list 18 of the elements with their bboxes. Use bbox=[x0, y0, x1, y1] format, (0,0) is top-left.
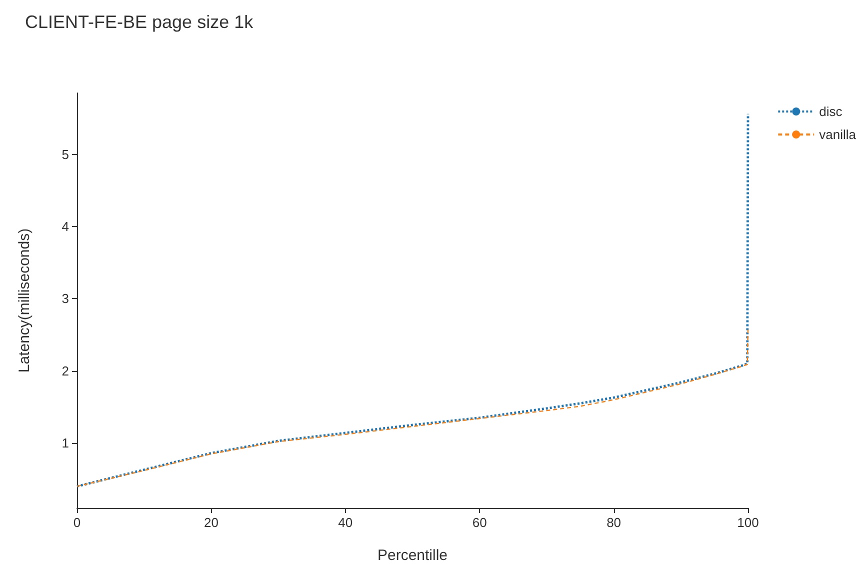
x-tick-label: 0 bbox=[73, 515, 81, 530]
x-tick-label: 20 bbox=[204, 515, 218, 530]
y-tick-label: 4 bbox=[62, 219, 69, 234]
y-tick-label: 2 bbox=[62, 363, 69, 378]
y-tick-label: 5 bbox=[62, 146, 69, 162]
x-tick-label: 100 bbox=[737, 515, 759, 530]
x-tick-label: 80 bbox=[606, 515, 622, 530]
legend-label: vanilla bbox=[819, 127, 857, 142]
x-tick-label: 60 bbox=[472, 515, 487, 530]
x-tick-label: 40 bbox=[338, 515, 353, 530]
line-series bbox=[76, 329, 749, 487]
legend-label: disc bbox=[819, 104, 843, 119]
y-tick-label: 3 bbox=[62, 291, 69, 306]
x-axis-title: Percentille bbox=[377, 547, 448, 564]
y-tick-label: 1 bbox=[62, 436, 69, 451]
chart-title: CLIENT-FE-BE page size 1k bbox=[25, 12, 254, 32]
y-axis-title: Latency(milliseconds) bbox=[16, 228, 33, 373]
line-series bbox=[76, 112, 750, 488]
